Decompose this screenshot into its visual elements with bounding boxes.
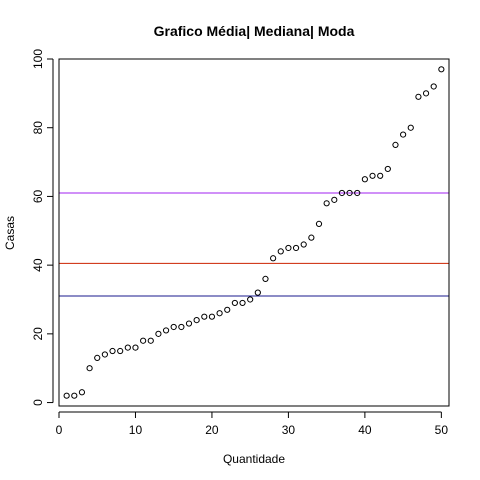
data-point — [377, 172, 384, 179]
data-point — [422, 90, 430, 97]
data-point — [94, 354, 101, 362]
data-point — [354, 189, 361, 197]
data-point — [193, 317, 200, 324]
y-tick-label: 20 — [31, 327, 45, 341]
x-axis: 0 10 20 30 40 50 — [56, 411, 449, 437]
y-tick-label: 60 — [31, 189, 45, 203]
data-point — [239, 299, 246, 307]
data-point — [430, 83, 437, 90]
data-point — [254, 289, 261, 296]
data-point — [285, 244, 292, 252]
data-point — [86, 365, 93, 372]
x-axis-label: Quantidade — [223, 452, 285, 466]
data-point — [147, 337, 154, 344]
data-point — [132, 344, 139, 351]
y-tick-label: 0 — [31, 399, 45, 406]
x-tick-label: 20 — [205, 423, 219, 437]
data-point — [407, 124, 414, 131]
x-tick-label: 30 — [282, 423, 296, 437]
data-point — [109, 347, 116, 355]
data-point — [101, 351, 108, 358]
data-point — [308, 234, 315, 241]
data-point — [300, 241, 307, 248]
data-point — [247, 296, 254, 303]
y-axis: 0 20 40 60 80 100 — [31, 49, 54, 406]
data-point — [117, 347, 124, 355]
data-point — [369, 172, 376, 179]
data-point — [63, 392, 70, 399]
data-point — [231, 299, 238, 307]
data-point — [162, 327, 170, 334]
data-point — [331, 196, 338, 203]
data-point — [224, 306, 231, 313]
data-point — [315, 220, 323, 228]
data-point — [338, 189, 346, 197]
x-tick-label: 0 — [56, 423, 63, 437]
y-tick-label: 40 — [31, 258, 45, 272]
y-axis-label: Casas — [3, 216, 17, 250]
x-tick-label: 50 — [435, 423, 449, 437]
y-tick-label: 100 — [31, 49, 45, 69]
x-tick-label: 10 — [129, 423, 143, 437]
data-points — [63, 66, 445, 399]
data-point — [170, 323, 177, 331]
data-point — [415, 93, 422, 100]
data-point — [400, 131, 407, 138]
data-point — [277, 248, 284, 255]
data-point — [155, 330, 162, 337]
data-point — [185, 320, 193, 327]
data-point — [361, 176, 368, 183]
data-point — [71, 392, 78, 399]
data-point — [262, 275, 269, 282]
y-tick-label: 80 — [31, 121, 45, 135]
data-point — [140, 337, 147, 344]
plot-border — [58, 58, 450, 407]
data-point — [384, 165, 391, 173]
data-point — [392, 141, 399, 148]
x-tick-label: 40 — [358, 423, 372, 437]
reference-lines — [59, 192, 449, 297]
data-point — [208, 313, 216, 320]
data-point — [201, 313, 208, 320]
data-point — [270, 255, 277, 262]
data-point — [124, 344, 131, 351]
data-point — [78, 389, 86, 396]
data-point — [438, 66, 445, 73]
data-point — [178, 323, 185, 331]
chart-title: Grafico Média| Mediana| Moda — [154, 23, 355, 39]
data-point — [346, 189, 353, 197]
data-point — [292, 244, 300, 252]
data-point — [216, 310, 223, 317]
data-point — [323, 200, 330, 207]
